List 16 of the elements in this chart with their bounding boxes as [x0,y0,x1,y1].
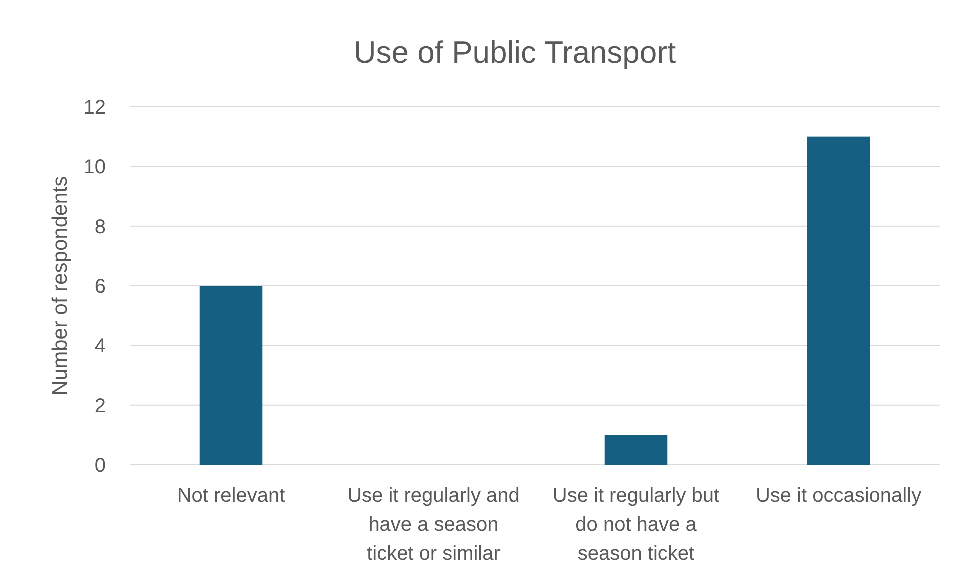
y-tick-label: 2 [94,395,106,418]
x-tick-label: Use it regularly and have a season ticket or similar [348,485,520,565]
y-tick-label: 10 [84,156,106,179]
y-tick-label: 8 [94,216,106,238]
bar [200,286,263,465]
chart-title: Use of Public Transport [354,35,676,70]
x-tick-label: Use it regularly but do not have a season ticket [552,485,720,565]
x-tick-label: Not relevant [177,485,286,507]
y-tick-label: 4 [94,336,106,358]
bar [604,435,668,465]
y-axis-title: Number of respondents [49,176,72,396]
y-tick-label: 6 [94,276,106,298]
bar [807,136,870,465]
y-tick-label: 0 [94,455,106,477]
y-tick-label: 12 [84,97,106,119]
x-tick-label: Use it occasionally [756,485,922,507]
